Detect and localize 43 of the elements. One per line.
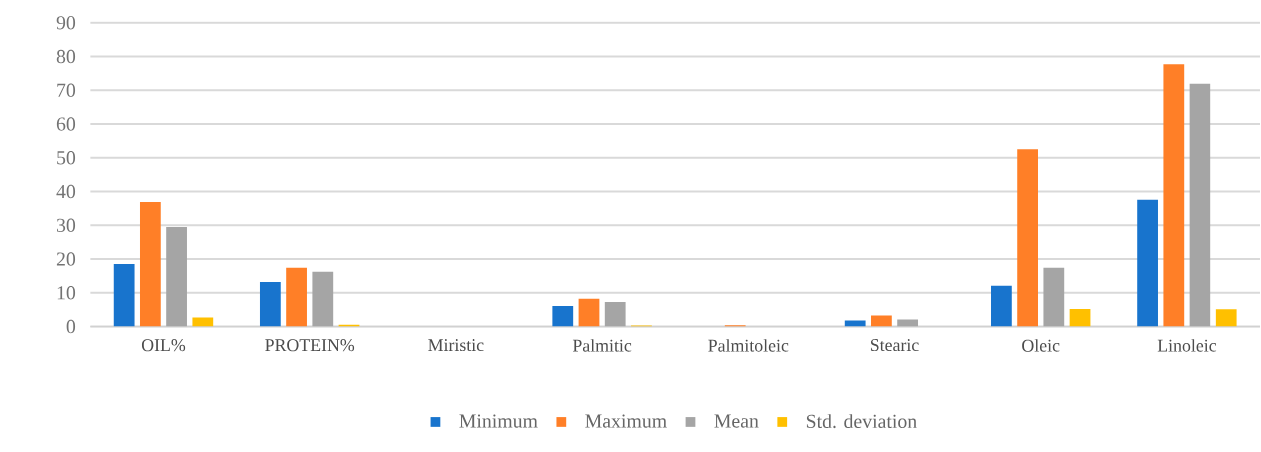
bar (166, 226, 187, 327)
bar (139, 201, 161, 327)
y-tick-label: 70 (57, 83, 76, 97)
bar (1137, 199, 1158, 327)
legend-label: Mean (714, 414, 759, 428)
bar (1215, 309, 1237, 327)
y-tick-label: 90 (56, 15, 76, 30)
x-tick-label: Oleic (1022, 339, 1060, 352)
bar (871, 315, 892, 327)
legend-label: Std. deviation (806, 414, 917, 429)
bar (1163, 64, 1185, 327)
y-tick-label: 10 (57, 286, 76, 300)
bar (1069, 308, 1091, 327)
bar (312, 271, 334, 327)
y-tick-label: 80 (56, 49, 76, 64)
x-tick-label: Stearic (870, 339, 919, 351)
y-tick-label: 30 (56, 218, 76, 232)
legend-label: Minimum (459, 414, 538, 428)
bar (897, 319, 919, 327)
y-tick-label: 40 (56, 184, 76, 199)
x-tick-label: Palmitic (572, 339, 632, 352)
bar (604, 301, 626, 327)
legend-label: Maximum (585, 414, 667, 428)
bar (844, 320, 866, 327)
bar (991, 285, 1012, 327)
y-tick-label: 50 (57, 150, 76, 165)
bar (552, 305, 574, 327)
y-tick-label: 60 (56, 117, 76, 131)
bar (286, 267, 307, 327)
bar (578, 298, 600, 327)
x-tick-label: Linoleic (1157, 339, 1217, 352)
y-tick-label: 20 (56, 252, 76, 266)
y-tick-label: 0 (66, 319, 76, 334)
bar (113, 264, 135, 327)
x-tick-label: PROTEIN% (265, 339, 355, 352)
bar (1043, 267, 1065, 327)
x-tick-label: Palmitoleic (708, 339, 789, 352)
x-tick-label: Miristic (428, 339, 484, 351)
bar (259, 281, 281, 327)
bar (192, 317, 214, 327)
x-tick-label: OIL% (141, 339, 186, 352)
bar (1017, 149, 1038, 327)
bar (1189, 83, 1211, 327)
